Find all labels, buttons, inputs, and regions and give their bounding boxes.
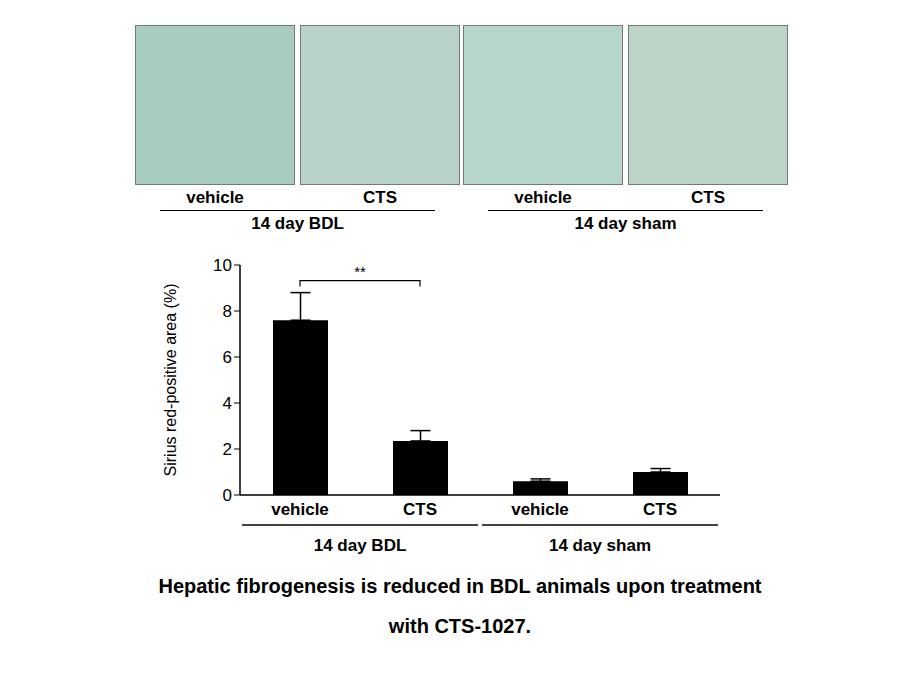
svg-text:**: **: [354, 263, 366, 280]
html-text:vehicle: vehicle: [186, 188, 244, 207]
svg-text:0: 0: [223, 486, 232, 505]
svg-text:2: 2: [223, 440, 232, 459]
svg-text:10: 10: [213, 256, 232, 275]
html-text:Hepatic fibrogenesis is reduce: Hepatic fibrogenesis is reduced in BDL a…: [158, 575, 762, 637]
svg-text:8: 8: [223, 302, 232, 321]
svg-text:4: 4: [223, 394, 232, 413]
html-text:CTS: CTS: [691, 188, 725, 207]
svg-text:6: 6: [223, 348, 232, 367]
html-text:14 day BDL: 14 day BDL: [251, 214, 344, 233]
svg-text:CTS: CTS: [643, 500, 677, 519]
svg-text:14 day sham: 14 day sham: [549, 536, 651, 555]
svg-text:vehicle: vehicle: [271, 500, 329, 519]
svg-text:Sirius red-positive area (%): Sirius red-positive area (%): [162, 284, 179, 477]
svg-text:vehicle: vehicle: [511, 500, 569, 519]
svg-text:CTS: CTS: [403, 500, 437, 519]
svg-text:14 day BDL: 14 day BDL: [314, 536, 407, 555]
html-text:vehicle: vehicle: [514, 188, 572, 207]
html-text:14 day sham: 14 day sham: [574, 214, 677, 233]
html-text:CTS: CTS: [363, 188, 397, 207]
